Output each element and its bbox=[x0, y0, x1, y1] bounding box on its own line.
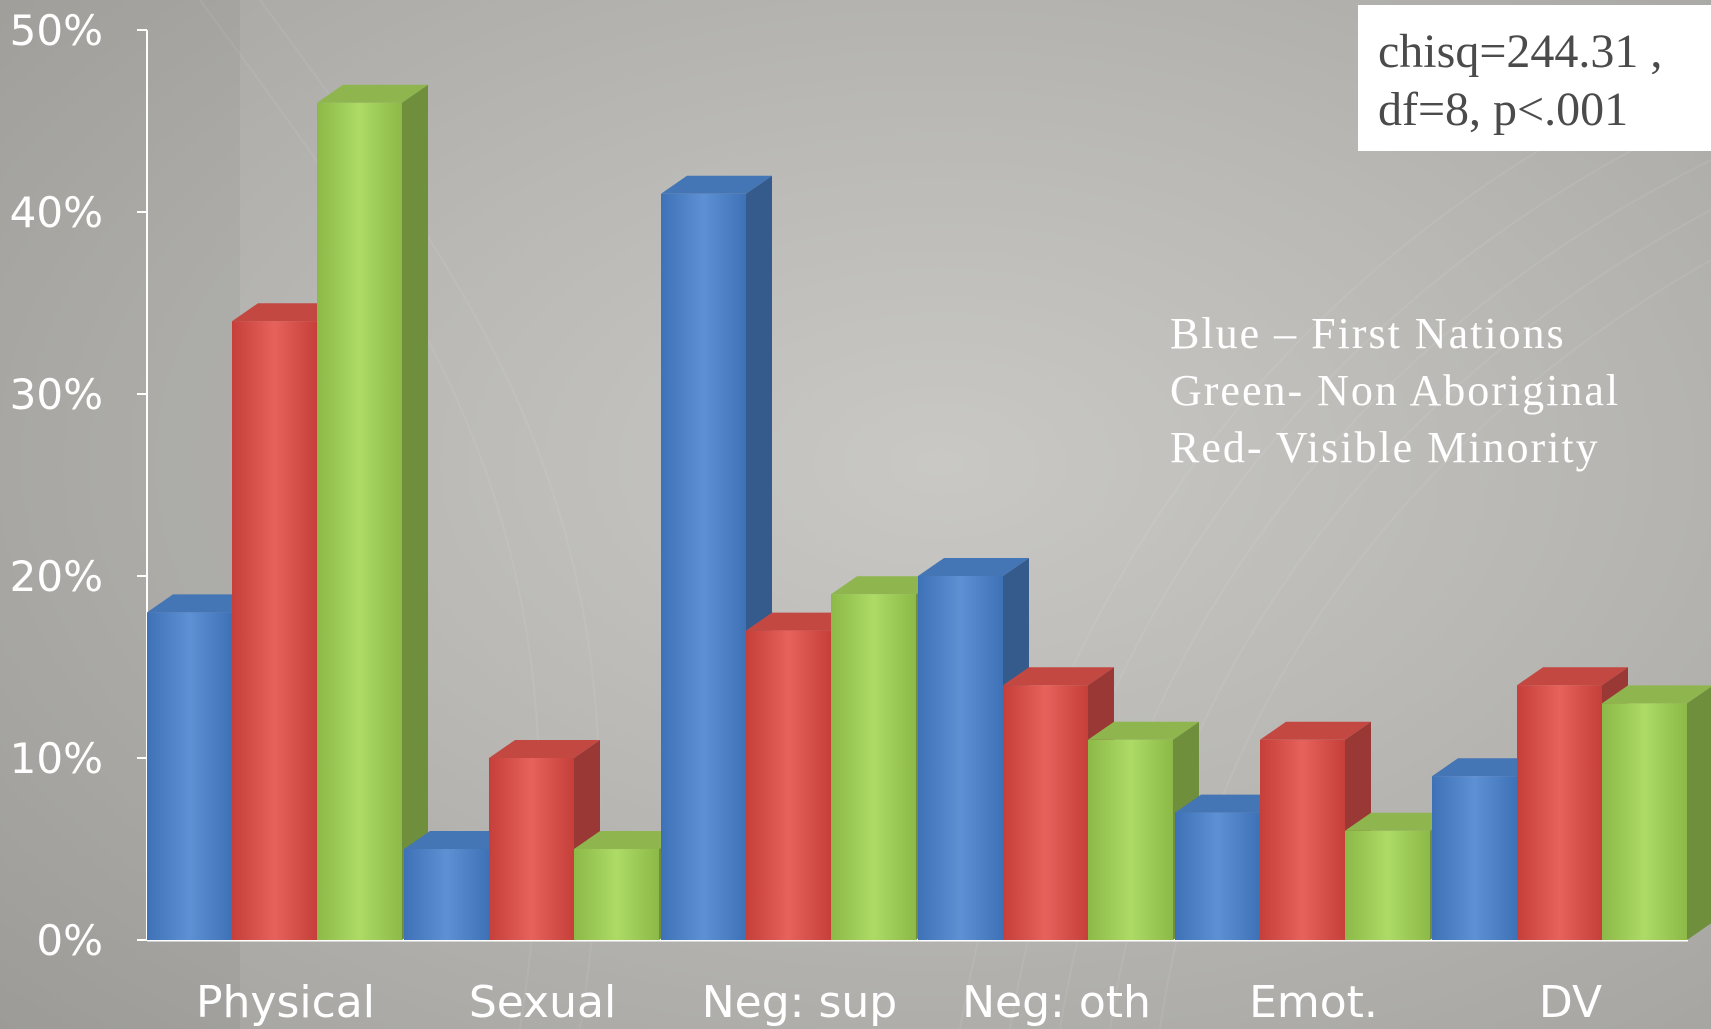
category-label: DV bbox=[1539, 977, 1602, 1028]
df-p-value-text: df=8, p<.001 bbox=[1378, 83, 1629, 136]
y-tick-label: 50% bbox=[10, 6, 103, 55]
bar-first-nations bbox=[661, 175, 772, 941]
category-label: Sexual bbox=[469, 977, 616, 1028]
legend-entry-green: Green- Non Aboriginal bbox=[1170, 366, 1621, 415]
y-tick-label: 30% bbox=[10, 370, 103, 419]
y-tick-label: 10% bbox=[10, 734, 103, 783]
legend: Blue – First Nations Green- Non Aborigin… bbox=[1170, 305, 1620, 476]
legend-entry-blue: Blue – First Nations bbox=[1170, 309, 1566, 358]
y-tick-label: 0% bbox=[36, 916, 103, 965]
statistics-box: chisq=244.31 , df=8, p<.001 bbox=[1358, 5, 1711, 151]
category-label: Emot. bbox=[1249, 977, 1378, 1028]
y-tick-label: 40% bbox=[10, 188, 103, 237]
legend-entry-red: Red- Visible Minority bbox=[1170, 423, 1600, 472]
category-label: Neg: sup bbox=[702, 977, 897, 1028]
y-tick-label: 20% bbox=[10, 552, 103, 601]
bar-non-aboriginal bbox=[1602, 685, 1711, 940]
chi-square-text: chisq=244.31 , bbox=[1378, 25, 1663, 78]
category-label: Neg: oth bbox=[962, 977, 1151, 1028]
bar-non-aboriginal bbox=[317, 84, 428, 941]
category-label: Physical bbox=[196, 977, 375, 1028]
